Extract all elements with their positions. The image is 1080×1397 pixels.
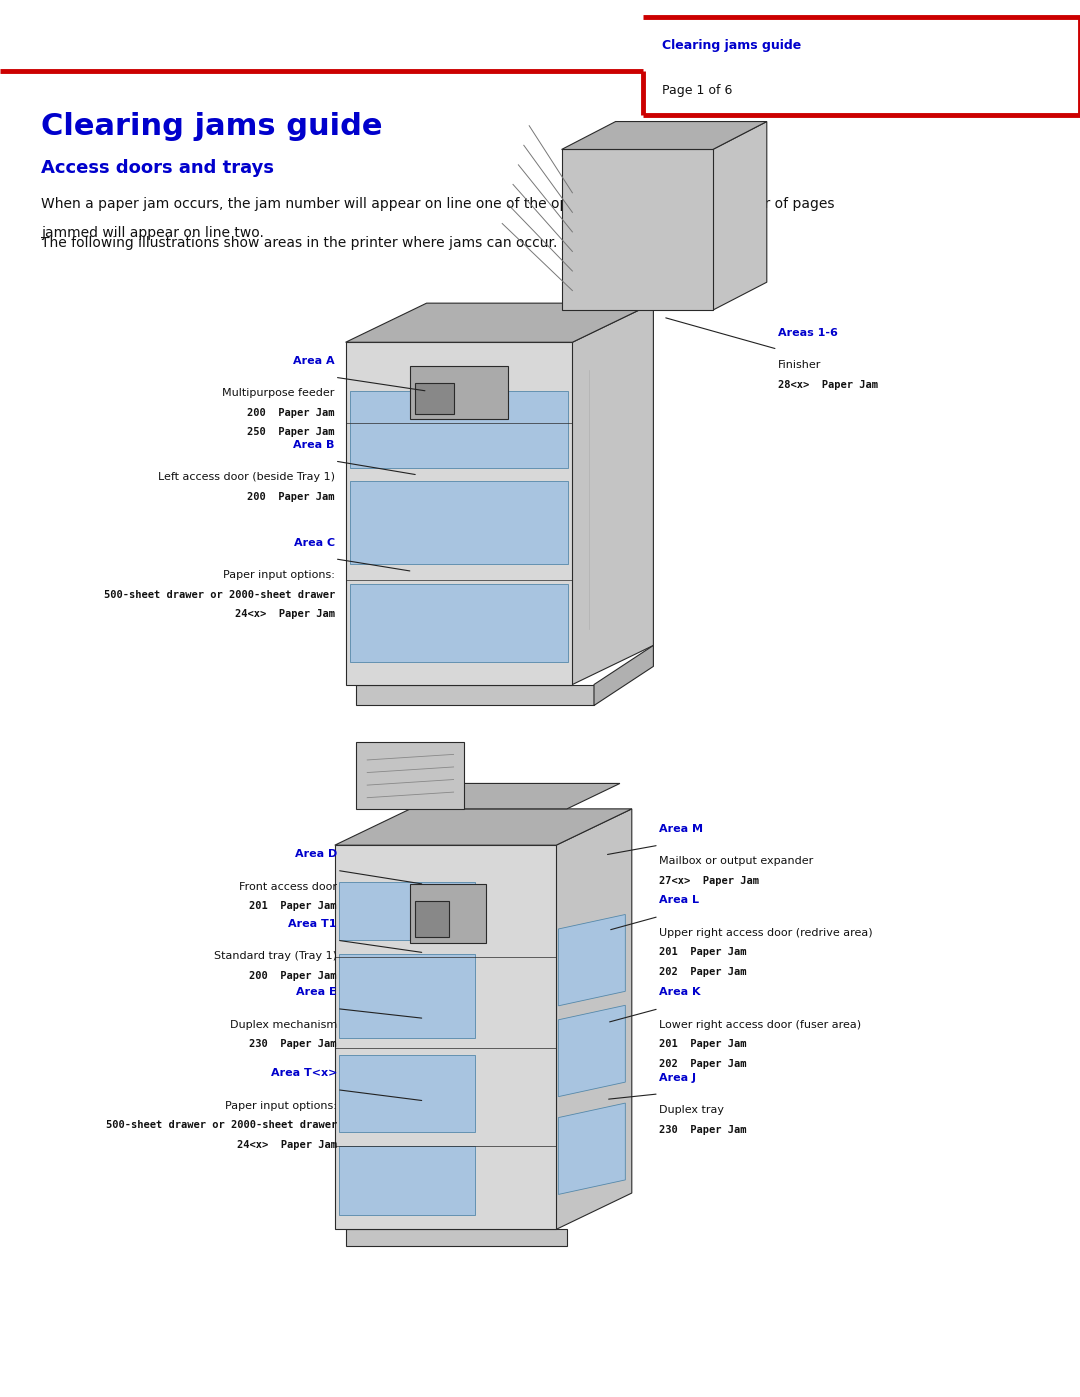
Polygon shape	[410, 366, 508, 419]
Text: 230  Paper Jam: 230 Paper Jam	[249, 1039, 337, 1049]
Text: Mailbox or output expander: Mailbox or output expander	[659, 856, 813, 866]
Polygon shape	[356, 742, 464, 809]
Text: 27<x>  Paper Jam: 27<x> Paper Jam	[659, 876, 759, 886]
Text: 200  Paper Jam: 200 Paper Jam	[247, 408, 335, 418]
Text: Area L: Area L	[659, 895, 699, 905]
Text: Clearing jams guide: Clearing jams guide	[662, 39, 801, 52]
Polygon shape	[346, 342, 572, 685]
Text: Area T<x>: Area T<x>	[271, 1069, 337, 1078]
Polygon shape	[350, 391, 568, 468]
Polygon shape	[346, 303, 653, 342]
Text: Access doors and trays: Access doors and trays	[41, 159, 274, 177]
Text: Multipurpose feeder: Multipurpose feeder	[222, 388, 335, 398]
Text: Left access door (beside Tray 1): Left access door (beside Tray 1)	[158, 472, 335, 482]
Text: The following illustrations show areas in the printer where jams can occur.: The following illustrations show areas i…	[41, 236, 557, 250]
Polygon shape	[350, 481, 568, 564]
Polygon shape	[350, 584, 568, 662]
Text: Standard tray (Tray 1): Standard tray (Tray 1)	[214, 951, 337, 961]
Polygon shape	[558, 915, 625, 1006]
Polygon shape	[713, 122, 767, 310]
Text: Duplex tray: Duplex tray	[659, 1105, 724, 1115]
Text: 28<x>  Paper Jam: 28<x> Paper Jam	[778, 380, 878, 390]
Text: Duplex mechanism: Duplex mechanism	[230, 1020, 337, 1030]
Text: Paper input options:: Paper input options:	[222, 570, 335, 580]
Polygon shape	[339, 1146, 475, 1215]
Polygon shape	[572, 303, 653, 685]
Text: Area B: Area B	[294, 440, 335, 450]
Text: Page 1 of 6: Page 1 of 6	[662, 84, 732, 96]
Text: 201  Paper Jam: 201 Paper Jam	[659, 1039, 746, 1049]
Text: Paper input options:: Paper input options:	[225, 1101, 337, 1111]
Text: Front access door: Front access door	[239, 882, 337, 891]
Text: When a paper jam occurs, the jam number will appear on line one of the operator : When a paper jam occurs, the jam number …	[41, 197, 835, 211]
Text: 250  Paper Jam: 250 Paper Jam	[247, 427, 335, 437]
Polygon shape	[410, 884, 486, 943]
Text: Finisher: Finisher	[778, 360, 821, 370]
Text: Area E: Area E	[296, 988, 337, 997]
Text: jammed will appear on line two.: jammed will appear on line two.	[41, 226, 264, 240]
Text: 200  Paper Jam: 200 Paper Jam	[247, 492, 335, 502]
Text: Area J: Area J	[659, 1073, 696, 1083]
Polygon shape	[335, 809, 632, 845]
Text: 201  Paper Jam: 201 Paper Jam	[659, 947, 746, 957]
Text: 500-sheet drawer or 2000-sheet drawer: 500-sheet drawer or 2000-sheet drawer	[104, 590, 335, 599]
Text: Area K: Area K	[659, 988, 700, 997]
Polygon shape	[378, 784, 620, 809]
Text: 500-sheet drawer or 2000-sheet drawer: 500-sheet drawer or 2000-sheet drawer	[106, 1120, 337, 1130]
Polygon shape	[562, 122, 767, 149]
Text: Lower right access door (fuser area): Lower right access door (fuser area)	[659, 1020, 861, 1030]
Text: 202  Paper Jam: 202 Paper Jam	[659, 967, 746, 977]
Text: Upper right access door (redrive area): Upper right access door (redrive area)	[659, 928, 873, 937]
Text: Area T1: Area T1	[288, 919, 337, 929]
Polygon shape	[339, 954, 475, 1038]
Polygon shape	[558, 1006, 625, 1097]
Text: 202  Paper Jam: 202 Paper Jam	[659, 1059, 746, 1069]
Text: 200  Paper Jam: 200 Paper Jam	[249, 971, 337, 981]
Polygon shape	[562, 149, 713, 310]
Text: 24<x>  Paper Jam: 24<x> Paper Jam	[237, 1140, 337, 1150]
Polygon shape	[335, 845, 556, 1229]
Text: 230  Paper Jam: 230 Paper Jam	[659, 1125, 746, 1134]
Polygon shape	[415, 901, 449, 937]
Text: Area D: Area D	[295, 849, 337, 859]
Polygon shape	[339, 882, 475, 940]
Text: Areas 1-6: Areas 1-6	[778, 328, 837, 338]
Text: Clearing jams guide: Clearing jams guide	[41, 112, 382, 141]
Text: Area A: Area A	[293, 356, 335, 366]
Polygon shape	[356, 685, 594, 705]
Polygon shape	[558, 1104, 625, 1194]
Polygon shape	[594, 645, 653, 705]
Text: 24<x>  Paper Jam: 24<x> Paper Jam	[234, 609, 335, 619]
Text: 201  Paper Jam: 201 Paper Jam	[249, 901, 337, 911]
Text: Area C: Area C	[294, 538, 335, 548]
Polygon shape	[415, 383, 454, 414]
Text: Area M: Area M	[659, 824, 703, 834]
Polygon shape	[346, 1229, 567, 1246]
Polygon shape	[556, 809, 632, 1229]
Polygon shape	[339, 1055, 475, 1132]
